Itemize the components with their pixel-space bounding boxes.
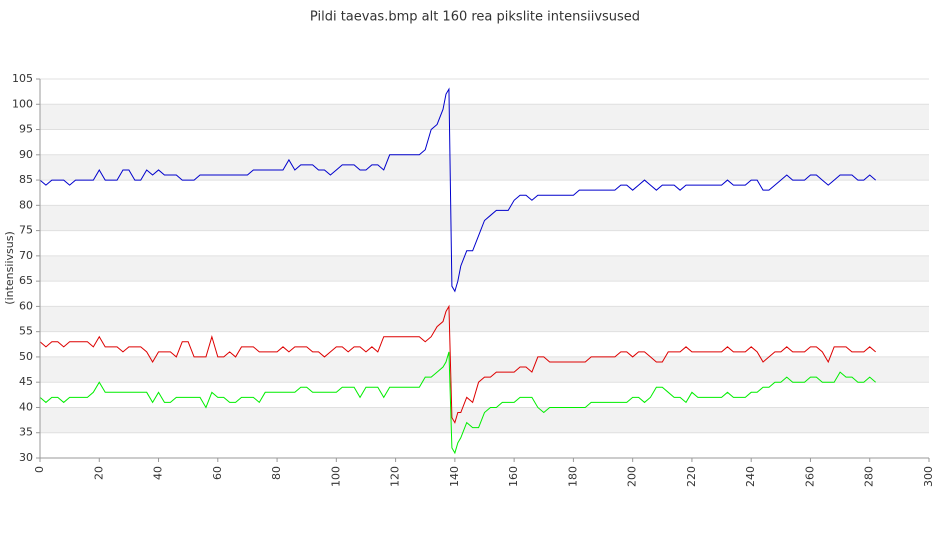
grid-band bbox=[40, 382, 929, 408]
x-tick-label: 200 bbox=[626, 466, 639, 487]
y-tick-label: 50 bbox=[19, 350, 33, 363]
series-line bbox=[39, 87, 876, 293]
x-tick-label: 260 bbox=[803, 466, 816, 487]
x-tick-label: 120 bbox=[389, 466, 402, 487]
chart-title: Pildi taevas.bmp alt 160 rea pikslite in… bbox=[310, 10, 640, 25]
x-tick-label: 280 bbox=[863, 466, 876, 487]
x-tick-label: 220 bbox=[685, 466, 698, 487]
y-tick-label: 100 bbox=[12, 97, 33, 110]
x-tick-label: 240 bbox=[744, 466, 757, 487]
grid-band bbox=[40, 407, 929, 433]
y-tick-label: 35 bbox=[19, 426, 33, 439]
grid-band bbox=[40, 230, 929, 256]
y-tick-label: 85 bbox=[19, 173, 33, 186]
y-tick-label: 75 bbox=[19, 224, 33, 237]
x-tick-label: 140 bbox=[448, 466, 461, 487]
x-tick-label: 40 bbox=[152, 466, 165, 480]
x-tick-label: 60 bbox=[211, 466, 224, 480]
x-tick-label: 0 bbox=[33, 466, 46, 473]
y-tick-label: 105 bbox=[12, 72, 33, 85]
x-tick-label: 80 bbox=[270, 466, 283, 480]
x-tick-label: 160 bbox=[507, 466, 520, 487]
y-tick-label: 90 bbox=[19, 148, 33, 161]
grid-band bbox=[40, 129, 929, 155]
series-line bbox=[39, 351, 876, 455]
x-tick-label: 180 bbox=[566, 466, 579, 487]
x-tick-label: 100 bbox=[329, 466, 342, 487]
grid-band bbox=[40, 432, 929, 458]
grid-band bbox=[40, 331, 929, 357]
x-tick-label: 20 bbox=[92, 466, 105, 480]
grid-band bbox=[40, 104, 929, 130]
grid-band bbox=[40, 281, 929, 307]
grid-band bbox=[40, 306, 929, 332]
y-axis-label: (intensiivsus) bbox=[3, 231, 16, 304]
grid-band bbox=[40, 205, 929, 231]
y-tick-label: 65 bbox=[19, 274, 33, 287]
y-tick-label: 60 bbox=[19, 299, 33, 312]
y-tick-label: 95 bbox=[19, 123, 33, 136]
y-tick-label: 55 bbox=[19, 325, 33, 338]
y-tick-label: 80 bbox=[19, 198, 33, 211]
grid-band bbox=[40, 180, 929, 206]
y-tick-label: 70 bbox=[19, 249, 33, 262]
series-line bbox=[39, 304, 876, 424]
grid-band bbox=[40, 356, 929, 383]
grid-band bbox=[40, 154, 929, 181]
y-tick-label: 45 bbox=[19, 375, 33, 388]
x-tick-label: 300 bbox=[922, 466, 935, 487]
grid-band bbox=[40, 255, 929, 282]
grid-band bbox=[40, 79, 929, 105]
y-tick-label: 40 bbox=[19, 400, 33, 413]
y-tick-label: 30 bbox=[19, 451, 33, 464]
